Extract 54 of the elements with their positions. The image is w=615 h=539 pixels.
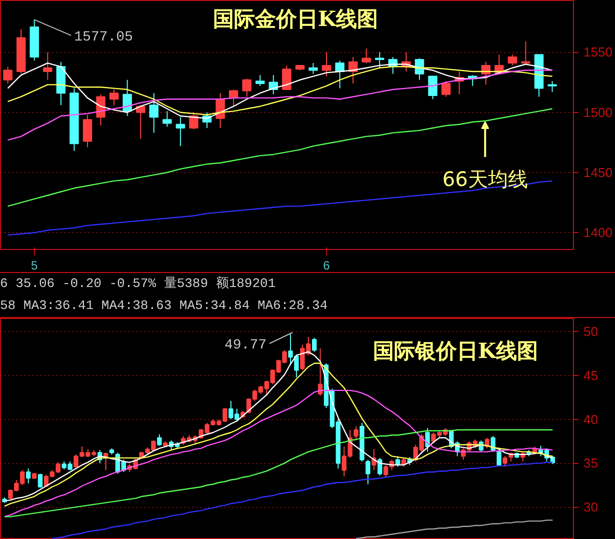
candlestick <box>3 66 12 84</box>
text: 58 MA3:36.41 MA4:38.63 MA5:34.84 MA6:28.34 <box>0 297 329 315</box>
annotation: 49.77 <box>224 338 267 354</box>
candlestick <box>255 74 265 86</box>
y-tick-label: 1550 <box>584 44 612 60</box>
y-tick-label: 40 <box>584 412 598 427</box>
candlestick <box>282 64 292 90</box>
candlestick <box>366 459 370 485</box>
candlestick <box>43 52 52 80</box>
candlestick <box>508 54 518 66</box>
candlestick <box>308 62 318 74</box>
y-tick-label: 1500 <box>584 104 612 120</box>
candlestick <box>521 40 530 64</box>
candlestick <box>189 112 198 130</box>
text: 6 35.06 -0.20 -0.57% 量5389 额189201 <box>0 275 277 293</box>
candlestick <box>548 80 557 92</box>
y-tick-label: 1400 <box>584 225 612 240</box>
line-series <box>52 462 554 539</box>
candlestick <box>162 110 172 128</box>
candlestick <box>335 60 344 89</box>
line-series <box>355 520 554 539</box>
y-tick-label: 50 <box>584 324 598 340</box>
candlestick <box>354 426 358 440</box>
candlestick <box>149 92 158 134</box>
candlestick <box>109 89 119 106</box>
candlestick <box>82 114 92 148</box>
candlestick <box>322 52 332 77</box>
y-tick-label: 35 <box>584 456 598 471</box>
candlestick <box>312 337 317 352</box>
chart-title: 国际金价日K线图 <box>212 6 378 31</box>
candlestick <box>490 436 496 452</box>
line-series <box>4 429 554 518</box>
line-series <box>7 108 553 207</box>
y-tick-label: 1450 <box>584 165 612 180</box>
candlestick <box>242 78 252 98</box>
y-tick-label: 45 <box>584 368 598 384</box>
candlestick <box>176 116 186 147</box>
annotation: 1577.05 <box>74 29 133 46</box>
candlestick <box>362 48 371 64</box>
x-tick-label: 6 <box>323 258 330 272</box>
candlestick <box>122 79 132 116</box>
text: 国际银价日K线图 <box>372 338 538 363</box>
candlestick <box>428 76 438 100</box>
candlestick <box>375 52 384 68</box>
x-tick-label: 5 <box>31 258 38 272</box>
y-tick-label: 30 <box>584 500 598 515</box>
candlestick <box>26 468 31 484</box>
candlestick <box>228 89 238 107</box>
candlestick <box>481 61 490 86</box>
annotation: 66天均线 <box>442 166 528 191</box>
candlestick <box>425 428 430 452</box>
candlestick <box>441 80 451 98</box>
candlestick <box>496 450 502 466</box>
candlestick <box>38 473 43 488</box>
